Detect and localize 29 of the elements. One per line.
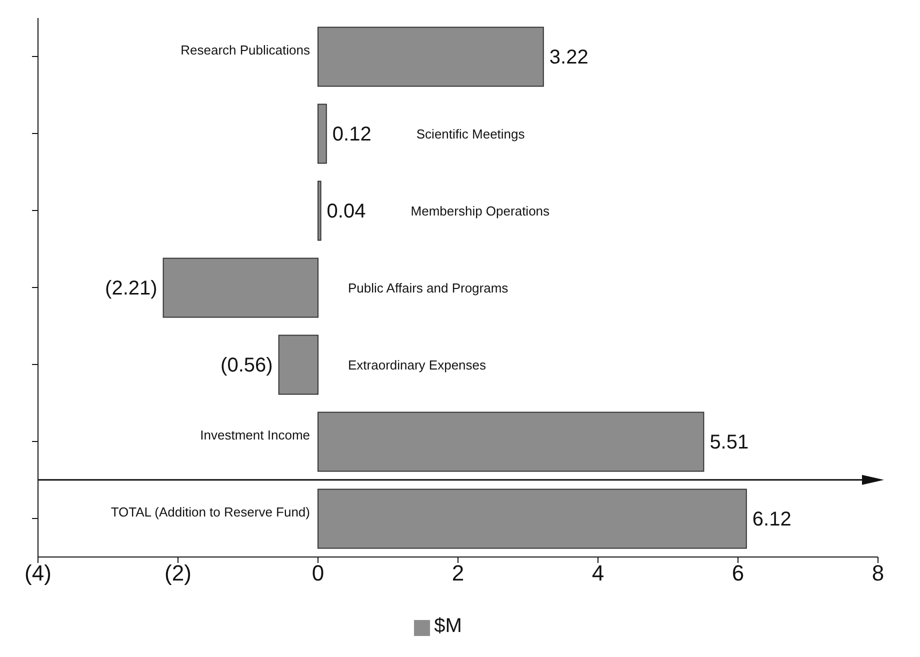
bar [278, 334, 318, 395]
y-tick-label: Investment Income [200, 428, 310, 443]
data-label: (2.21) [105, 278, 158, 300]
data-label: 0.04 [326, 200, 366, 223]
x-tick-label: 8 [872, 560, 884, 586]
bar [318, 180, 322, 241]
bar [318, 26, 544, 87]
legend-label: $M [434, 615, 462, 637]
bar [318, 104, 327, 164]
bar [162, 258, 318, 318]
data-label: (0.56) [220, 354, 273, 377]
x-tick-label: (4) [24, 560, 52, 586]
x-tick-label: 4 [592, 560, 604, 586]
y-tick-label: Scientific Meetings [416, 126, 526, 142]
x-tick-label: 6 [732, 560, 744, 586]
x-tick-label: (2) [164, 560, 192, 586]
y-tick-label: Membership Operations [410, 204, 550, 219]
data-label: 3.22 [549, 46, 588, 69]
data-label: 0.12 [332, 124, 372, 146]
data-label: 5.51 [710, 432, 749, 454]
bar [318, 412, 704, 472]
y-tick-label: Extraordinary Expenses [348, 358, 487, 373]
y-tick-label: Research Publications [180, 42, 310, 58]
y-tick-label: TOTAL (Addition to Reserve Fund) [110, 504, 310, 520]
x-tick-label: 2 [452, 560, 464, 586]
bar [318, 488, 747, 549]
data-label: 6.12 [752, 508, 792, 531]
x-tick-label: 0 [312, 560, 324, 586]
y-tick-label: Public Affairs and Programs [348, 280, 509, 296]
